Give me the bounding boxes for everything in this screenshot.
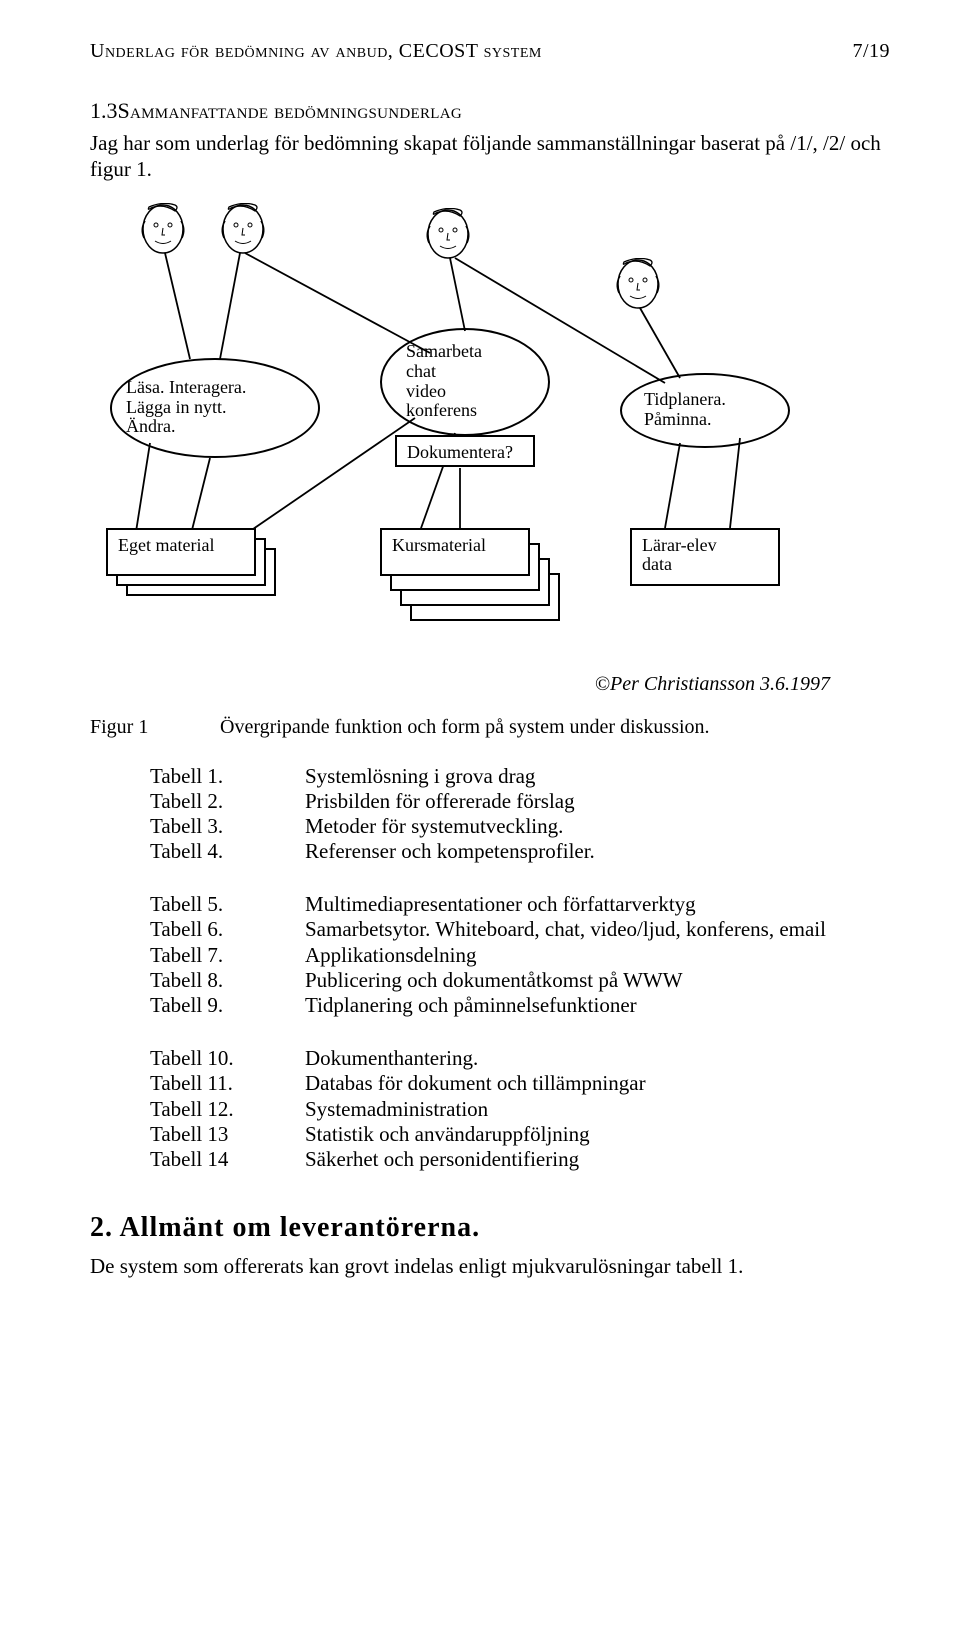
figure-text: Övergripande funktion och form på system…: [220, 716, 710, 739]
running-header: Underlag för bedömning av anbud, CECOST …: [90, 40, 890, 63]
figure-label: Figur 1: [90, 716, 220, 739]
table-label: Tabell 13: [150, 1122, 305, 1147]
section-2-title: 2. Allmänt om leverantörerna.: [90, 1212, 890, 1244]
table-label: Tabell 9.: [150, 993, 305, 1018]
table-row: Tabell 2.Prisbilden för offererade försl…: [150, 789, 890, 814]
table-desc: Referenser och kompetensprofiler.: [305, 839, 595, 864]
table-label: Tabell 11.: [150, 1071, 305, 1096]
rect-label: Dokumentera?: [397, 437, 533, 469]
table-list-2: Tabell 5.Multimediapresentationer och fö…: [150, 892, 890, 1018]
rect-line: Lärar-elev: [642, 535, 717, 555]
ellipse-line: konferens: [406, 401, 548, 421]
section-2-body: De system som offererats kan grovt indel…: [90, 1254, 890, 1279]
table-desc: Publicering och dokumentåtkomst på WWW: [305, 968, 683, 993]
rect-eget-material: Eget material: [106, 528, 256, 576]
table-label: Tabell 3.: [150, 814, 305, 839]
ellipse-line: Lägga in nytt.: [126, 398, 318, 418]
rect-line: data: [642, 554, 672, 574]
header-title: Underlag för bedömning av anbud, CECOST …: [90, 40, 542, 63]
ellipse-line: Påminna.: [644, 410, 788, 430]
table-row: Tabell 13Statistik och användaruppföljni…: [150, 1122, 890, 1147]
table-label: Tabell 6.: [150, 917, 305, 942]
table-row: Tabell 14Säkerhet och personidentifierin…: [150, 1147, 890, 1172]
rect-label: Lärar-elev data: [632, 530, 778, 582]
table-row: Tabell 3.Metoder för systemutveckling.: [150, 814, 890, 839]
table-row: Tabell 7.Applikationsdelning: [150, 943, 890, 968]
table-label: Tabell 8.: [150, 968, 305, 993]
ellipse-line: Samarbeta: [406, 342, 548, 362]
ellipse-lasa: Läsa. Interagera. Lägga in nytt. Ändra.: [110, 358, 320, 458]
ellipse-line: Ändra.: [126, 417, 318, 437]
figure-1-caption: Figur 1 Övergripande funktion och form p…: [90, 716, 890, 739]
table-list-3: Tabell 10.Dokumenthantering. Tabell 11.D…: [150, 1046, 890, 1172]
section-number: 1.3: [90, 98, 118, 123]
table-row: Tabell 10.Dokumenthantering.: [150, 1046, 890, 1071]
ellipse-line: Läsa. Interagera.: [126, 378, 318, 398]
actor-icon: [610, 258, 666, 310]
rect-dokumentera: Dokumentera?: [395, 435, 535, 467]
table-row: Tabell 8.Publicering och dokumentåtkomst…: [150, 968, 890, 993]
document-page: Underlag för bedömning av anbud, CECOST …: [0, 0, 960, 1637]
table-label: Tabell 4.: [150, 839, 305, 864]
table-desc: Databas för dokument och tillämpningar: [305, 1071, 646, 1096]
actor-icon: [215, 203, 271, 255]
table-label: Tabell 10.: [150, 1046, 305, 1071]
section-1-3-intro: Jag har som underlag för bedömning skapa…: [90, 130, 890, 183]
ellipse-line: video: [406, 382, 548, 402]
section-heading: Sammanfattande bedömningsunderlag: [118, 98, 463, 123]
table-desc: Dokumenthantering.: [305, 1046, 478, 1071]
table-desc: Systemadministration: [305, 1097, 488, 1122]
table-desc: Systemlösning i grova drag: [305, 764, 535, 789]
table-row: Tabell 4.Referenser och kompetensprofile…: [150, 839, 890, 864]
copyright-text: ©Per Christiansson 3.6.1997: [90, 673, 890, 696]
table-desc: Tidplanering och påminnelsefunktioner: [305, 993, 637, 1018]
rect-kursmaterial: Kursmaterial: [380, 528, 530, 576]
table-row: Tabell 11.Databas för dokument och tillä…: [150, 1071, 890, 1096]
table-label: Tabell 7.: [150, 943, 305, 968]
ellipse-tidplanera: Tidplanera. Påminna.: [620, 373, 790, 448]
ellipse-samarbeta: Samarbeta chat video konferens: [380, 328, 550, 436]
table-desc: Prisbilden för offererade förslag: [305, 789, 575, 814]
table-list-1: Tabell 1.Systemlösning i grova drag Tabe…: [150, 764, 890, 865]
table-desc: Statistik och användaruppföljning: [305, 1122, 590, 1147]
rect-label: Kursmaterial: [382, 530, 528, 562]
table-row: Tabell 6.Samarbetsytor. Whiteboard, chat…: [150, 917, 890, 942]
table-label: Tabell 12.: [150, 1097, 305, 1122]
actor-icon: [135, 203, 191, 255]
table-desc: Multimediapresentationer och författarve…: [305, 892, 696, 917]
table-desc: Applikationsdelning: [305, 943, 477, 968]
table-label: Tabell 2.: [150, 789, 305, 814]
table-row: Tabell 5.Multimediapresentationer och fö…: [150, 892, 890, 917]
rect-larar-elev: Lärar-elev data: [630, 528, 780, 586]
header-page: 7/19: [852, 40, 890, 63]
actor-icon: [420, 208, 476, 260]
ellipse-line: chat: [406, 362, 548, 382]
table-label: Tabell 5.: [150, 892, 305, 917]
rect-label: Eget material: [108, 530, 254, 562]
table-desc: Metoder för systemutveckling.: [305, 814, 563, 839]
ellipse-line: Tidplanera.: [644, 390, 788, 410]
table-label: Tabell 1.: [150, 764, 305, 789]
use-case-diagram: Läsa. Interagera. Lägga in nytt. Ändra. …: [110, 203, 870, 643]
table-row: Tabell 1.Systemlösning i grova drag: [150, 764, 890, 789]
table-row: Tabell 12.Systemadministration: [150, 1097, 890, 1122]
table-desc: Säkerhet och personidentifiering: [305, 1147, 579, 1172]
section-1-3-title: 1.3Sammanfattande bedömningsunderlag: [90, 98, 890, 124]
table-desc: Samarbetsytor. Whiteboard, chat, video/l…: [305, 917, 826, 942]
table-label: Tabell 14: [150, 1147, 305, 1172]
table-row: Tabell 9.Tidplanering och påminnelsefunk…: [150, 993, 890, 1018]
